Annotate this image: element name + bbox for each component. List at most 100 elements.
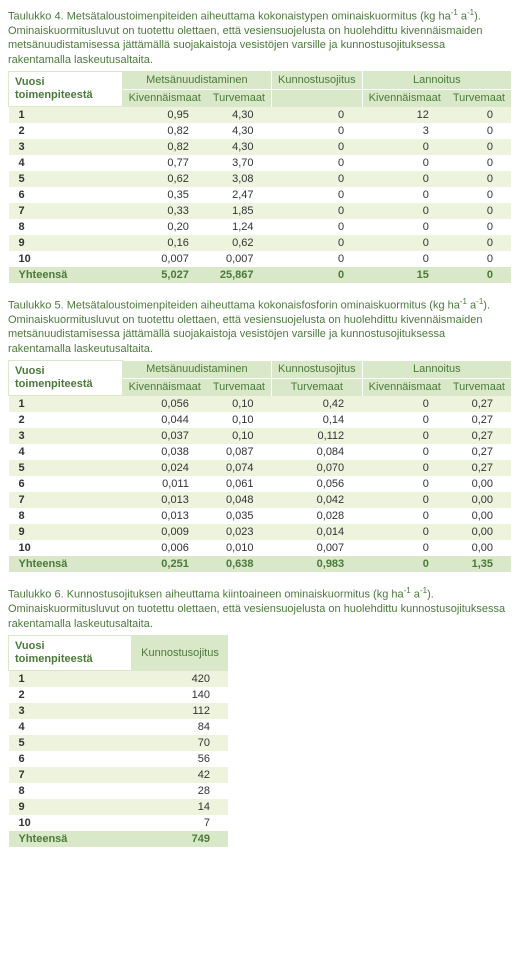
cell-value: 0,00 (447, 524, 511, 540)
cell-value: 0 (272, 155, 363, 171)
table4-sub-2 (272, 89, 363, 107)
table-row: 100,0070,007000 (9, 251, 512, 267)
table5-sub-2: Turvemaat (272, 378, 363, 396)
cell-value: 0 (362, 492, 447, 508)
cell-value: 0 (362, 235, 447, 251)
cell-value: 0,62 (122, 171, 207, 187)
table-row: 60,352,47000 (9, 187, 512, 203)
cell-value: 0 (362, 171, 447, 187)
table6-body: 142021403112484570656742828914107Yhteens… (9, 671, 229, 848)
table-row: 70,0130,0480,04200,00 (9, 492, 512, 508)
row-label: 10 (9, 540, 123, 556)
table5: Vuosi toimenpiteestä Metsänuudistaminen … (8, 360, 511, 572)
cell-value: 0,084 (272, 444, 363, 460)
row-label: 1 (9, 107, 123, 124)
table5-head: Vuosi toimenpiteestä Metsänuudistaminen … (9, 361, 512, 396)
table-row: 30,0370,100,11200,27 (9, 428, 512, 444)
cell-value: 0,035 (207, 508, 272, 524)
row-label: 10 (9, 251, 123, 267)
table6-block: Taulukko 6. Kunnostusojituksen aiheuttam… (8, 586, 511, 847)
row-label: 4 (9, 155, 123, 171)
cell-value: 7 (132, 815, 229, 831)
table6-head: Vuosi toimenpiteestä Kunnostusojitus (9, 635, 229, 670)
cell-value: 14 (132, 799, 229, 815)
cell-value: 0,82 (122, 139, 207, 155)
row-label: 2 (9, 412, 123, 428)
cell-value: 0 (447, 235, 511, 251)
cell-value: 0,056 (272, 476, 363, 492)
cell-value: 3,70 (207, 155, 272, 171)
cell-value: 0,014 (272, 524, 363, 540)
total-value: 0,638 (207, 556, 272, 572)
cell-value: 0 (272, 235, 363, 251)
cell-value: 0,77 (122, 155, 207, 171)
row-label: 8 (9, 783, 132, 799)
total-row: Yhteensä0,2510,6380,98301,35 (9, 556, 512, 572)
cell-value: 0 (362, 396, 447, 413)
table4-sub-3: Kivennäismaat (362, 89, 447, 107)
cell-value: 0,028 (272, 508, 363, 524)
row-label: 7 (9, 767, 132, 783)
cell-value: 56 (132, 751, 229, 767)
cell-value: 0 (362, 139, 447, 155)
table5-group-1: Kunnostusojitus (272, 361, 363, 379)
cell-value: 0,27 (447, 412, 511, 428)
cell-value: 0,00 (447, 540, 511, 556)
row-label: 7 (9, 492, 123, 508)
row-label: 2 (9, 687, 132, 703)
table-row: 20,0440,100,1400,27 (9, 412, 512, 428)
table5-caption: Taulukko 5. Metsätaloustoimenpiteiden ai… (8, 297, 511, 356)
total-value: 749 (132, 831, 229, 847)
table4-block: Taulukko 4. Metsätaloustoimenpiteiden ai… (8, 8, 511, 283)
table5-sub-4: Turvemaat (447, 378, 511, 396)
table-row: 40,0380,0870,08400,27 (9, 444, 512, 460)
total-value: 5,027 (122, 267, 207, 283)
table5-group-2: Lannoitus (362, 361, 511, 379)
cell-value: 0,023 (207, 524, 272, 540)
row-label: 4 (9, 444, 123, 460)
cell-value: 0,95 (122, 107, 207, 124)
cell-value: 0,00 (447, 508, 511, 524)
cell-value: 0 (447, 123, 511, 139)
cell-value: 140 (132, 687, 229, 703)
cell-value: 84 (132, 719, 229, 735)
total-value: 15 (362, 267, 447, 283)
table-row: 50,623,08000 (9, 171, 512, 187)
table-row: 90,0090,0230,01400,00 (9, 524, 512, 540)
cell-value: 0,10 (207, 428, 272, 444)
cell-value: 0 (272, 107, 363, 124)
cell-value: 0 (272, 187, 363, 203)
table4-corner: Vuosi toimenpiteestä (9, 71, 123, 106)
cell-value: 3,08 (207, 171, 272, 187)
table5-corner: Vuosi toimenpiteestä (9, 361, 123, 396)
row-label: 7 (9, 203, 123, 219)
cell-value: 0,087 (207, 444, 272, 460)
table-row: 914 (9, 799, 229, 815)
table5-sub-3: Kivennäismaat (362, 378, 447, 396)
cell-value: 0,14 (272, 412, 363, 428)
total-row: Yhteensä5,02725,8670150 (9, 267, 512, 283)
cell-value: 0,006 (122, 540, 207, 556)
table-row: 30,824,30000 (9, 139, 512, 155)
row-label: 3 (9, 139, 123, 155)
table4-caption: Taulukko 4. Metsätaloustoimenpiteiden ai… (8, 8, 511, 67)
row-label: 9 (9, 235, 123, 251)
row-label: 6 (9, 187, 123, 203)
cell-value: 0,038 (122, 444, 207, 460)
row-label: 5 (9, 460, 123, 476)
row-label: 5 (9, 735, 132, 751)
table-row: 50,0240,0740,07000,27 (9, 460, 512, 476)
row-label: 1 (9, 671, 132, 688)
cell-value: 3 (362, 123, 447, 139)
table4-group-0: Metsänuudistaminen (122, 71, 271, 89)
table6: Vuosi toimenpiteestä Kunnostusojitus 142… (8, 635, 228, 847)
table4-sub-4: Turvemaat (447, 89, 511, 107)
cell-value: 0,007 (272, 540, 363, 556)
table4-sub-0: Kivennäismaat (122, 89, 207, 107)
cell-value: 0 (447, 171, 511, 187)
cell-value: 0,27 (447, 460, 511, 476)
cell-value: 0,042 (272, 492, 363, 508)
cell-value: 0 (272, 203, 363, 219)
cell-value: 420 (132, 671, 229, 688)
cell-value: 0,013 (122, 508, 207, 524)
